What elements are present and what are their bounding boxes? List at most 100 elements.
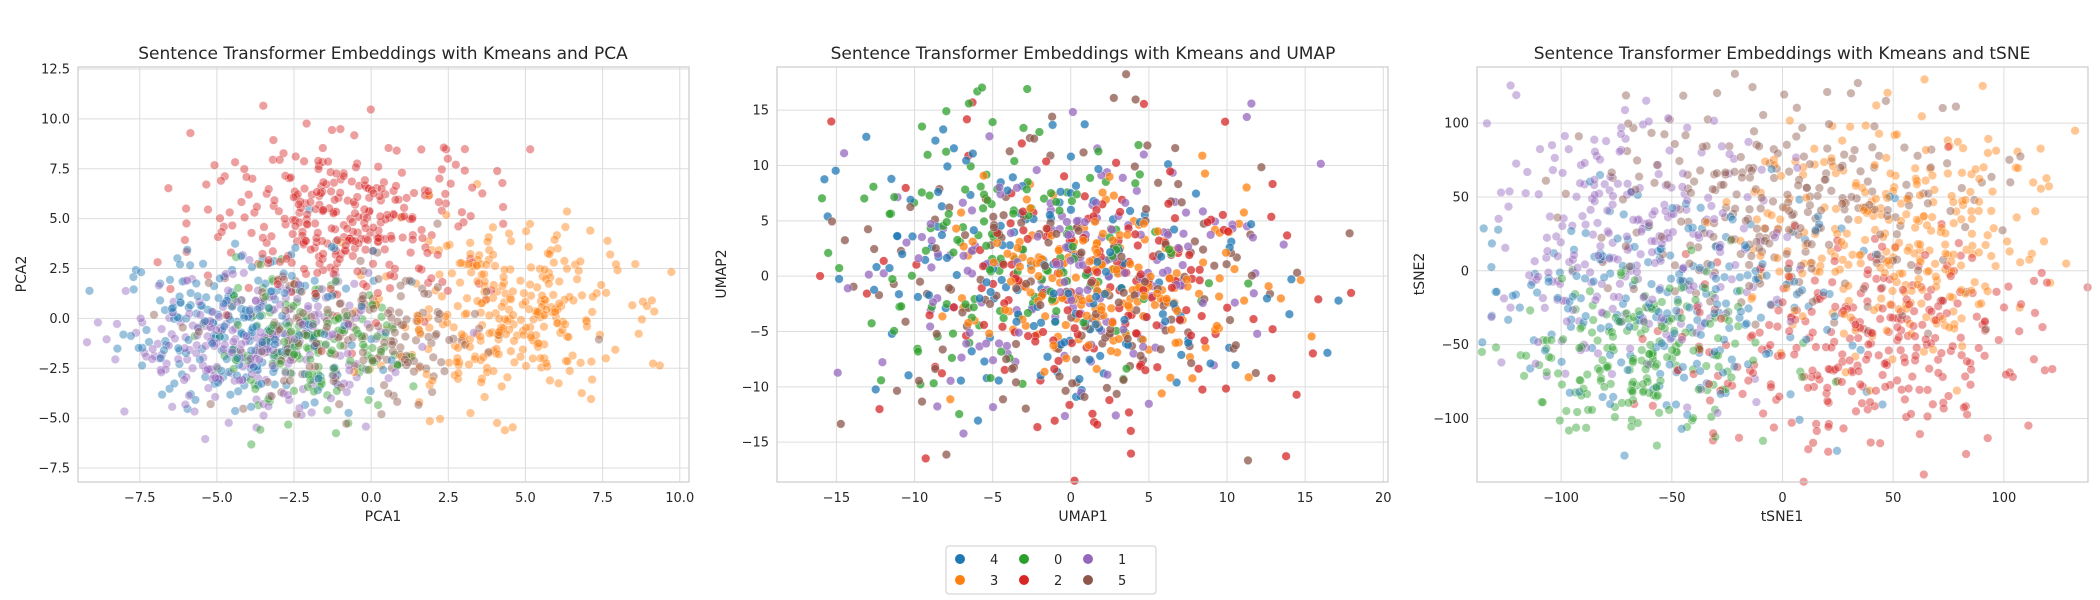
tsne-point-cluster-3 <box>1967 229 1977 239</box>
pca-point-cluster-1 <box>203 331 213 341</box>
umap-point-cluster-0 <box>998 313 1009 323</box>
pca-point-cluster-2 <box>373 233 384 243</box>
tsne-point-cluster-2 <box>1965 380 1976 390</box>
umap-point-cluster-1 <box>1230 298 1240 308</box>
umap-point-cluster-3 <box>1215 273 1225 283</box>
umap-point-cluster-4 <box>1176 350 1186 360</box>
umap-point-cluster-2 <box>815 271 825 281</box>
tsne-point-cluster-3 <box>1814 267 1825 277</box>
umap-point-cluster-3 <box>1165 273 1175 283</box>
tsne-point-cluster-4 <box>1801 335 1811 345</box>
tsne-point-cluster-1 <box>1553 251 1563 261</box>
pca-point-cluster-1 <box>148 344 158 354</box>
pca-point-cluster-0 <box>345 356 355 366</box>
pca-point-cluster-3 <box>535 264 545 274</box>
tsne-point-cluster-2 <box>1811 342 1821 352</box>
tsne-point-cluster-5 <box>1812 191 1823 201</box>
umap-point-cluster-2 <box>962 114 972 124</box>
tsne-ytick-label: 50 <box>1452 190 1469 205</box>
tsne-point-cluster-5 <box>1552 212 1563 223</box>
pca-point-cluster-2 <box>327 223 337 233</box>
tsne-point-cluster-1 <box>1706 201 1716 211</box>
tsne-point-cluster-3 <box>1956 214 1966 224</box>
pca-point-cluster-2 <box>313 164 324 174</box>
umap-point-cluster-5 <box>1123 334 1133 344</box>
tsne-point-cluster-5 <box>1912 151 1923 161</box>
pca-point-cluster-3 <box>483 237 493 247</box>
umap-point-cluster-3 <box>1241 182 1252 192</box>
pca-point-cluster-2 <box>352 266 363 277</box>
pca-point-cluster-4 <box>233 386 243 396</box>
tsne-point-cluster-3 <box>1839 309 1849 319</box>
pca-point-cluster-3 <box>413 316 423 327</box>
tsne-point-cluster-1 <box>1604 254 1614 264</box>
pca-ytick-label: 10.0 <box>41 112 70 127</box>
tsne-point-cluster-3 <box>1965 187 1975 197</box>
pca-point-cluster-1 <box>317 284 327 294</box>
tsne-point-cluster-2 <box>2042 278 2052 288</box>
umap-xlabel: UMAP1 <box>1058 509 1107 525</box>
tsne-point-cluster-3 <box>1890 243 1900 253</box>
pca-point-cluster-5 <box>373 274 384 284</box>
tsne-point-cluster-3 <box>2070 126 2080 136</box>
pca-point-cluster-2 <box>302 219 312 229</box>
pca-point-cluster-2 <box>368 188 379 198</box>
pca-point-cluster-3 <box>435 414 445 424</box>
tsne-point-cluster-2 <box>1880 359 1890 369</box>
tsne-point-cluster-2 <box>1903 383 1914 394</box>
pca-point-cluster-4 <box>169 378 179 389</box>
pca-point-cluster-2 <box>390 195 401 205</box>
umap-point-cluster-1 <box>917 232 927 242</box>
tsne-point-cluster-2 <box>1826 342 1836 353</box>
pca-point-cluster-0 <box>314 284 324 294</box>
pca-point-cluster-5 <box>470 309 480 319</box>
pca-point-cluster-4 <box>165 275 175 285</box>
umap-point-cluster-1 <box>1051 259 1062 269</box>
pca-point-cluster-4 <box>155 295 165 306</box>
pca-point-cluster-5 <box>305 362 315 372</box>
legend-label-0: 0 <box>1054 553 1062 568</box>
tsne-point-cluster-3 <box>1952 386 1962 396</box>
umap-point-cluster-3 <box>978 171 989 181</box>
pca-point-cluster-3 <box>554 276 564 287</box>
pca-point-cluster-3 <box>494 327 504 337</box>
pca-point-cluster-2 <box>217 227 227 237</box>
umap-point-cluster-1 <box>1139 149 1149 160</box>
umap-point-cluster-1 <box>1198 206 1208 216</box>
umap-point-cluster-4 <box>1042 352 1053 362</box>
umap-point-cluster-0 <box>987 117 998 127</box>
tsne-point-cluster-2 <box>1921 334 1931 344</box>
tsne-point-cluster-5 <box>1731 189 1742 199</box>
pca-point-cluster-2 <box>350 236 360 246</box>
pca-point-cluster-2 <box>153 257 163 267</box>
tsne-point-cluster-3 <box>1921 145 1931 155</box>
tsne-point-cluster-1 <box>1712 408 1723 418</box>
tsne-point-cluster-1 <box>1636 226 1646 237</box>
tsne-point-cluster-4 <box>1684 302 1694 313</box>
tsne-point-cluster-0 <box>1797 372 1807 382</box>
pca-point-cluster-2 <box>275 155 285 165</box>
pca-point-cluster-1 <box>313 301 323 312</box>
pca-point-cluster-3 <box>545 375 555 386</box>
pca-point-cluster-1 <box>170 333 180 344</box>
tsne-point-cluster-3 <box>1958 143 1968 153</box>
pca-point-cluster-2 <box>417 233 428 243</box>
pca-point-cluster-3 <box>488 222 498 232</box>
tsne-point-cluster-3 <box>1790 305 1800 316</box>
tsne-point-cluster-1 <box>1500 243 1510 253</box>
pca-point-cluster-3 <box>585 226 595 236</box>
tsne-point-cluster-1 <box>1724 149 1735 159</box>
umap-point-cluster-3 <box>1187 373 1197 383</box>
umap-point-cluster-3 <box>1109 191 1119 201</box>
tsne-point-cluster-5 <box>1695 165 1705 175</box>
umap-point-cluster-0 <box>1051 306 1061 316</box>
pca-point-cluster-3 <box>521 323 531 333</box>
tsne-point-cluster-1 <box>1533 337 1543 347</box>
pca-point-cluster-0 <box>231 252 241 262</box>
pca-point-cluster-2 <box>422 248 433 258</box>
tsne-point-cluster-0 <box>1627 386 1637 396</box>
tsne-point-cluster-4 <box>1608 392 1618 402</box>
tsne-point-cluster-5 <box>1760 224 1770 234</box>
umap-point-cluster-4 <box>937 201 947 211</box>
pca-point-cluster-4 <box>193 291 203 301</box>
